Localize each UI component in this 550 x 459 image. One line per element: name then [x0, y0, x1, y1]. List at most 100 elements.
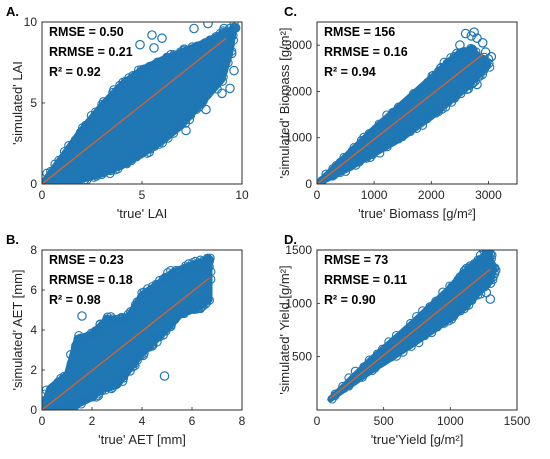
scatter-point — [361, 153, 372, 163]
outlier-point — [486, 250, 497, 261]
scatter-point — [456, 89, 466, 99]
outlier-point — [466, 68, 477, 78]
y-tick-label: 8 — [30, 243, 37, 257]
scatter-point — [204, 262, 214, 272]
y-tick-label: 2000 — [285, 84, 312, 98]
scatter-point — [427, 71, 437, 81]
scatter-point — [59, 152, 69, 162]
scatter-point — [339, 383, 349, 393]
scatter-point — [65, 363, 75, 373]
outlier-point — [455, 40, 465, 50]
y-axis-label: 'simulated' Yield [g/m²] — [277, 265, 292, 394]
scatter-point — [169, 128, 179, 138]
scatter-point — [356, 135, 366, 145]
scatter-point — [459, 266, 469, 276]
scatter-point — [87, 392, 98, 402]
scatter-point — [83, 331, 93, 341]
scatter-point — [120, 76, 131, 86]
scatter-point — [405, 126, 415, 137]
scatter-point — [351, 160, 361, 170]
scatter-point — [432, 322, 442, 332]
scatter-point — [436, 62, 446, 72]
scatter-point — [193, 303, 203, 314]
scatter-point — [382, 142, 392, 152]
y-axis-label: 'simulated' LAI — [10, 61, 25, 145]
scatter-point — [82, 175, 92, 184]
scatter-point — [431, 296, 441, 306]
y-tick-label: 6 — [30, 283, 37, 297]
scatter-point — [64, 141, 74, 151]
scatter-point — [172, 312, 182, 322]
stat-annotation: RMSE = 0.23 — [49, 253, 124, 267]
scatter-point — [49, 406, 59, 410]
outlier-point — [170, 13, 178, 21]
scatter-point — [217, 76, 228, 86]
scatter-point — [95, 319, 105, 329]
outlier-point — [229, 22, 239, 27]
scatter-point — [387, 137, 397, 147]
scatter-point — [186, 110, 196, 120]
outlier-point — [147, 30, 157, 40]
outlier-point — [490, 265, 501, 276]
scatter-point — [473, 52, 483, 62]
x-tick-label: 10 — [235, 188, 249, 202]
scatter-point — [200, 38, 210, 48]
scatter-point — [414, 338, 424, 348]
x-tick-label: 0 — [39, 188, 46, 202]
scatter-point — [70, 135, 80, 145]
scatter-point — [431, 108, 441, 118]
scatter-point — [130, 70, 140, 80]
stat-annotation: RRMSE = 0.18 — [49, 273, 133, 287]
scatter-point — [191, 104, 201, 115]
y-tick-label: 1000 — [285, 296, 312, 310]
scatter-point — [398, 347, 408, 357]
x-axis-label: 'true' AET [mm] — [98, 432, 186, 447]
outlier-point — [168, 7, 176, 15]
scatter-point — [142, 284, 153, 294]
outlier-point — [189, 267, 200, 277]
scatter-point — [364, 355, 374, 365]
outlier-point — [157, 33, 167, 43]
scatter-point — [418, 306, 428, 316]
stat-annotation: RMSE = 156 — [324, 25, 395, 39]
x-axis-label: 'true' Biomass [g/m²] — [358, 206, 476, 221]
scatter-point — [422, 114, 432, 124]
scatter-point — [111, 314, 121, 324]
scatter-point — [349, 142, 359, 153]
scatter-point — [203, 283, 213, 293]
scatter-point — [382, 110, 392, 120]
x-axis-label: 'true' LAI — [117, 206, 168, 221]
x-tick-label: 500 — [374, 414, 394, 428]
scatter-point — [179, 44, 189, 54]
x-tick-label: 5 — [139, 188, 146, 202]
scatter-point — [166, 321, 176, 332]
scatter-point — [55, 405, 65, 410]
scatter-point — [42, 404, 50, 410]
scatter-point — [365, 152, 375, 162]
stat-annotation: R² = 0.90 — [324, 293, 376, 307]
x-tick-label: 1000 — [361, 188, 388, 202]
scatter-point — [227, 29, 237, 39]
scatter-point — [125, 307, 136, 317]
outlier-point — [472, 79, 482, 90]
scatter-point — [386, 352, 396, 362]
scatter-point — [62, 176, 72, 184]
scatter-point — [123, 309, 133, 319]
x-tick-label: 0 — [314, 188, 321, 202]
scatter-point — [198, 301, 208, 311]
scatter-point — [59, 146, 69, 157]
scatter-point — [163, 268, 173, 278]
scatter-point — [203, 294, 213, 304]
scatter-point — [406, 318, 416, 328]
y-tick-label: 500 — [292, 350, 312, 364]
scatter-point — [75, 127, 85, 138]
scatter-point — [68, 176, 78, 184]
scatter-point — [69, 139, 79, 149]
outlier-point — [229, 65, 239, 76]
scatter-point — [66, 359, 76, 369]
scatter-point — [444, 316, 454, 326]
scatter-point — [370, 363, 380, 373]
scatter-point — [170, 124, 180, 134]
scatter-point — [90, 107, 101, 117]
